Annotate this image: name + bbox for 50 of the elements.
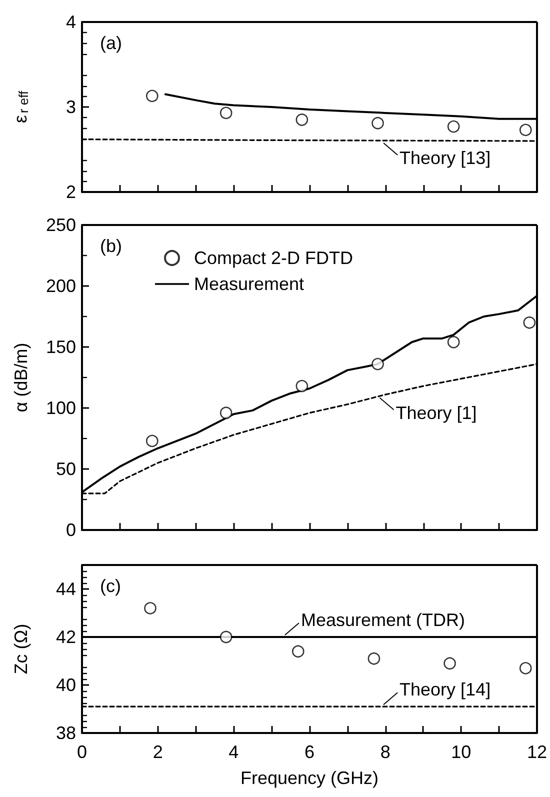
point (296, 380, 308, 392)
point (447, 336, 460, 348)
point (144, 602, 156, 614)
y-tick-label: 42 (56, 627, 76, 647)
point (519, 662, 532, 674)
x-tick-label: 4 (228, 742, 239, 762)
annotation: Measurement (TDR) (300, 610, 465, 630)
y-tick-label: 40 (56, 675, 76, 695)
annotation: (a) (100, 33, 122, 53)
point (368, 652, 380, 665)
x-tick-label: 6 (304, 742, 314, 762)
point (220, 406, 232, 420)
y-axis-title: α (dB/m) (11, 342, 31, 412)
point (519, 124, 532, 136)
y-tick-label: 38 (56, 723, 76, 743)
y-tick-label: 50 (56, 459, 76, 479)
y-tick-label: 250 (46, 215, 76, 235)
point (447, 120, 460, 133)
x-tick-label: 12 (526, 742, 548, 762)
point (444, 657, 456, 670)
y-tick-label: 150 (46, 337, 76, 357)
annotation: Theory [1] (396, 402, 477, 423)
annotation: Theory [13] (400, 148, 491, 168)
point (146, 90, 158, 102)
y-tick-label: 2 (66, 182, 76, 202)
legend-label: Measurement (194, 274, 304, 294)
point (220, 630, 232, 644)
point (372, 358, 384, 370)
y-axis-title: Zc (Ω) (11, 624, 31, 674)
x-tick-label: 10 (451, 742, 472, 762)
annotation: Theory [14] (400, 680, 491, 700)
y-tick-label: 44 (56, 579, 76, 599)
point (146, 434, 158, 448)
point (372, 117, 384, 130)
y-tick-label: 3 (66, 97, 76, 117)
annotation: (b) (100, 236, 122, 256)
x-axis-title: Frequency (GHz) (240, 768, 379, 788)
x-tick-label: 8 (380, 742, 390, 762)
point (220, 106, 232, 120)
y-tick-label: 100 (46, 398, 76, 418)
legend-label: Compact 2-D FDTD (194, 248, 354, 268)
y-tick-label: 4 (66, 12, 76, 32)
point (523, 316, 536, 329)
y-axis-title: εr eff (10, 90, 31, 124)
annotation: (c) (100, 576, 121, 596)
point (292, 645, 304, 658)
x-tick-label: 2 (152, 742, 163, 762)
y-tick-label: 0 (66, 520, 76, 540)
y-tick-label: 200 (46, 276, 76, 296)
point (296, 114, 308, 126)
